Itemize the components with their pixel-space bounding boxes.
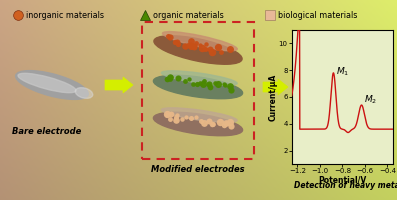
Ellipse shape xyxy=(161,108,237,122)
Ellipse shape xyxy=(18,73,76,93)
Text: Modified electrodes: Modified electrodes xyxy=(151,166,245,174)
Ellipse shape xyxy=(162,32,237,51)
Ellipse shape xyxy=(153,112,243,136)
Text: $M_1$: $M_1$ xyxy=(335,65,349,78)
Text: biological materials: biological materials xyxy=(278,10,357,20)
Y-axis label: Current/μA: Current/μA xyxy=(268,73,277,121)
Text: organic materials: organic materials xyxy=(153,10,224,20)
Ellipse shape xyxy=(161,71,237,85)
FancyArrow shape xyxy=(263,79,288,95)
Text: Detection of heavy metal ions: Detection of heavy metal ions xyxy=(294,182,397,190)
Ellipse shape xyxy=(15,71,89,99)
Text: inorganic materials: inorganic materials xyxy=(26,10,104,20)
Ellipse shape xyxy=(153,75,243,99)
X-axis label: Potential/V: Potential/V xyxy=(318,176,366,185)
FancyArrow shape xyxy=(105,77,133,93)
Text: $M_2$: $M_2$ xyxy=(364,93,377,106)
Ellipse shape xyxy=(75,88,93,98)
Ellipse shape xyxy=(154,36,242,64)
Text: Bare electrode: Bare electrode xyxy=(12,128,81,136)
